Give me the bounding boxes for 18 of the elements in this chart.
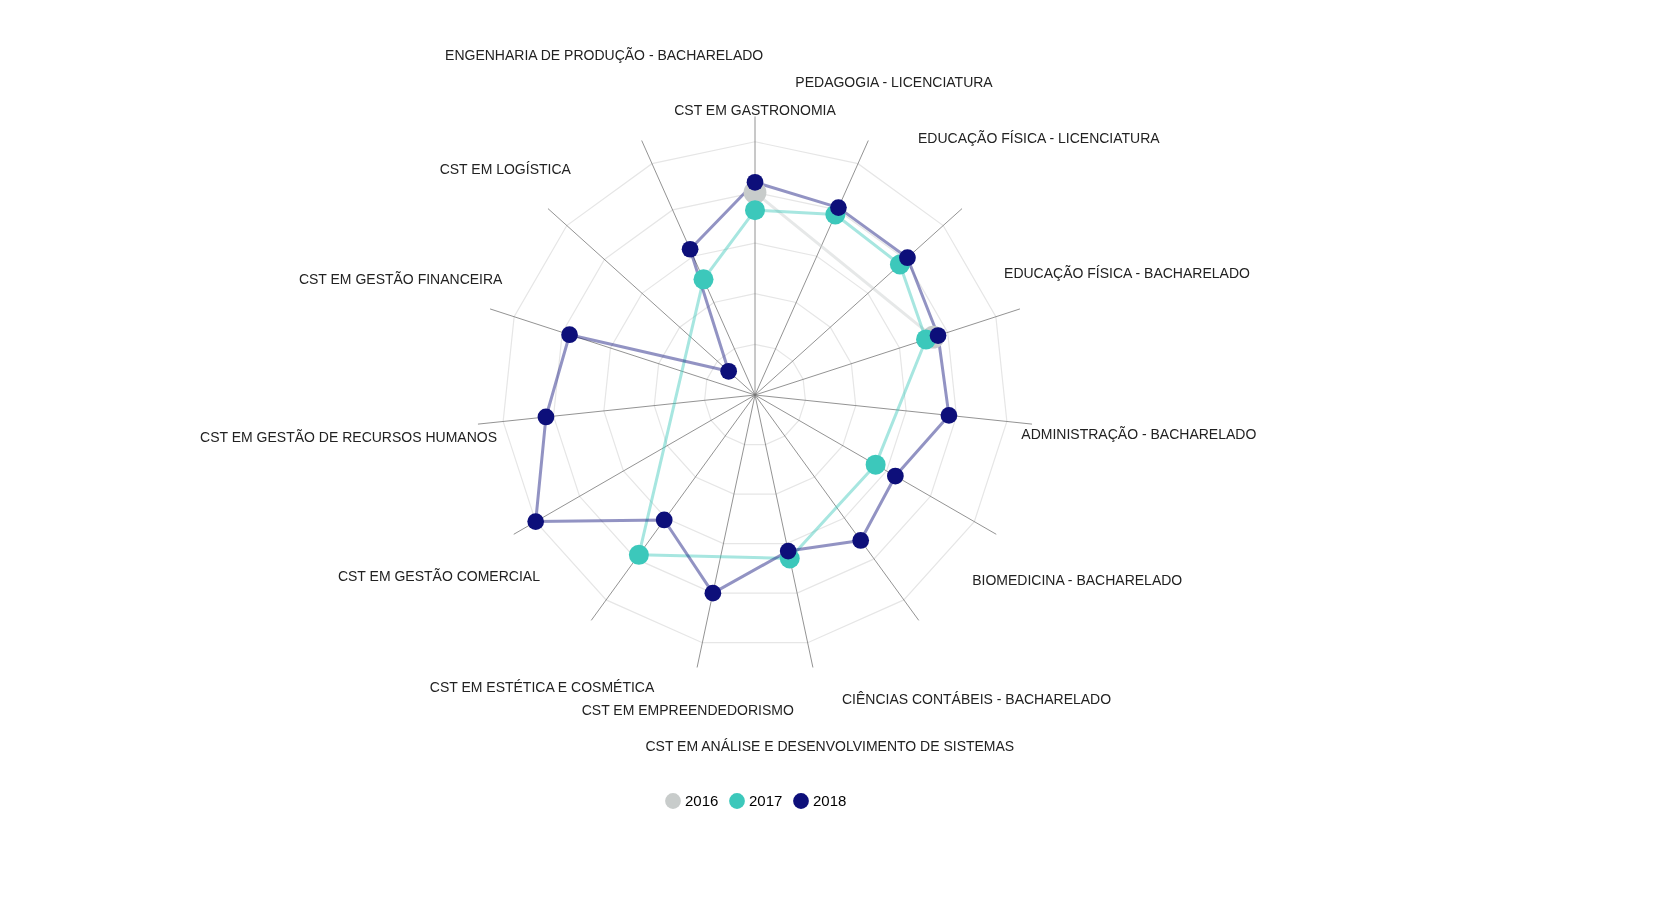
legend-label: 2018 (813, 792, 847, 809)
spoke-label: CST EM EMPREENDEDORISMO (581, 702, 794, 719)
spoke-label: CST EM LOGÍSTICA (439, 161, 572, 178)
spoke-label: CST EM GESTÃO DE RECURSOS HUMANOS (200, 428, 497, 445)
spoke-label: PEDAGOGIA - LICENCIATURA (795, 73, 994, 90)
spoke-label: CST EM ANÁLISE E DESENVOLVIMENTO DE SISTEMAS (645, 738, 1015, 755)
spoke-label: CST EM GASTRONOMIA (674, 102, 837, 119)
spoke-label: CST EM GESTÃO COMERCIAL (337, 568, 541, 585)
legend-label: 2016 (685, 792, 719, 809)
spoke-label: CST EM ESTÉTICA E COSMÉTICA (429, 679, 655, 696)
spoke-label: ADMINISTRAÇÃO - BACHARELADO (1021, 426, 1257, 443)
spoke-label: BIOMEDICINA - BACHARELADO (972, 572, 1183, 589)
spoke-label: EDUCAÇÃO FÍSICA - LICENCIATURA (917, 130, 1161, 147)
spoke-label: ENGENHARIA DE PRODUÇÃO - BACHARELADO (445, 47, 764, 64)
legend-label: 2017 (749, 792, 783, 809)
spoke-label: CST EM GESTÃO FINANCEIRA (298, 270, 504, 287)
spoke-label: EDUCAÇÃO FÍSICA - BACHARELADO (1004, 265, 1250, 282)
spoke-label: CIÊNCIAS CONTÁBEIS - BACHARELADO (841, 690, 1112, 707)
